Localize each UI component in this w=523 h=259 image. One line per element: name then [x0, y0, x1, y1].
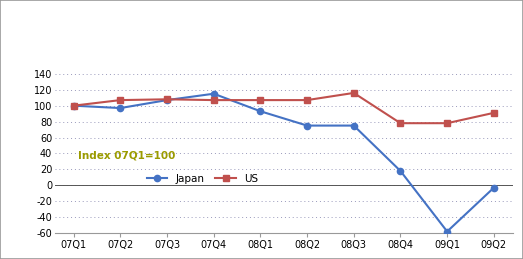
Japan	[164, 98, 170, 102]
Japan	[444, 230, 450, 233]
US	[164, 98, 170, 101]
US	[71, 104, 77, 107]
US	[350, 91, 357, 95]
Japan	[491, 186, 497, 189]
US	[491, 111, 497, 114]
Line: US: US	[71, 90, 497, 126]
US	[397, 122, 404, 125]
Japan	[257, 110, 264, 113]
Text: Index 07Q1=100: Index 07Q1=100	[78, 150, 175, 160]
Japan	[117, 106, 123, 110]
Japan	[350, 124, 357, 127]
US	[117, 98, 123, 102]
US	[211, 98, 217, 102]
Line: Japan: Japan	[71, 91, 497, 235]
US	[257, 98, 264, 102]
Text: Figure 4 :  Operating Income at U.S. and Japanese Companies: Figure 4 : Operating Income at U.S. and …	[13, 12, 411, 22]
Text: – U.S. companies are now staging a strong earnings recovery: – U.S. companies are now staging a stron…	[13, 40, 429, 50]
Japan	[397, 169, 404, 172]
Legend: Japan, US: Japan, US	[142, 170, 263, 188]
US	[304, 98, 310, 102]
US	[444, 122, 450, 125]
Japan	[304, 124, 310, 127]
Japan	[71, 104, 77, 107]
Japan	[211, 92, 217, 95]
